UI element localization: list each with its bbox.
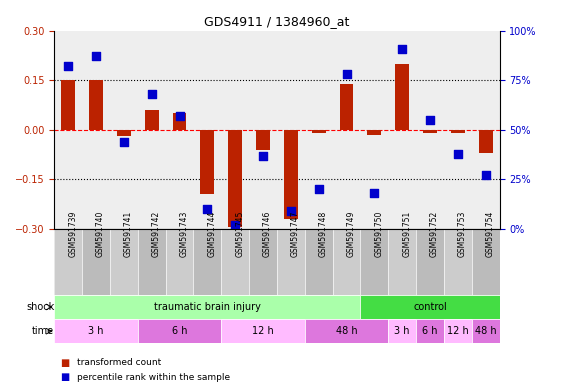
Bar (472, 229, 500, 295)
Bar (200, 130, 214, 194)
Bar (416, 319, 444, 343)
Bar (138, 319, 221, 343)
Bar (332, 229, 360, 295)
Text: 12 h: 12 h (252, 326, 274, 336)
Text: GSM591751: GSM591751 (402, 211, 411, 257)
Text: 6 h: 6 h (172, 326, 187, 336)
Point (147, 91, 156, 97)
Text: GSM591749: GSM591749 (347, 211, 356, 257)
Point (481, 172, 490, 179)
Bar (305, 229, 332, 295)
Bar (444, 319, 472, 343)
Bar (89, 80, 103, 130)
Bar (305, 319, 388, 343)
Bar (54, 295, 360, 319)
Text: GSM591753: GSM591753 (458, 211, 467, 257)
Point (397, 45, 407, 51)
Bar (61, 80, 75, 130)
Bar (367, 130, 381, 135)
Point (370, 190, 379, 196)
Bar (416, 229, 444, 295)
Text: GSM591743: GSM591743 (179, 211, 188, 257)
Text: GSM591741: GSM591741 (124, 211, 133, 257)
Text: GSM591754: GSM591754 (486, 211, 494, 257)
Point (63, 63, 73, 70)
Text: time: time (32, 326, 54, 336)
Bar (395, 64, 409, 130)
Text: ■: ■ (60, 358, 69, 368)
Point (342, 71, 351, 78)
Text: transformed count: transformed count (77, 358, 162, 367)
Text: 6 h: 6 h (423, 326, 438, 336)
Bar (388, 229, 416, 295)
Bar (221, 229, 249, 295)
Bar (172, 113, 187, 130)
Bar (340, 84, 353, 130)
Point (203, 206, 212, 212)
Bar (221, 319, 305, 343)
Bar (478, 130, 493, 153)
Text: 3 h: 3 h (395, 326, 410, 336)
Bar (249, 229, 277, 295)
Bar (444, 229, 472, 295)
Text: 3 h: 3 h (89, 326, 104, 336)
Text: GSM591750: GSM591750 (375, 211, 383, 257)
Text: GSM591747: GSM591747 (291, 211, 300, 257)
Text: traumatic brain injury: traumatic brain injury (154, 302, 261, 312)
Text: 48 h: 48 h (475, 326, 497, 336)
Bar (82, 229, 110, 295)
Bar (256, 130, 270, 150)
Bar (423, 130, 437, 133)
Bar (360, 229, 388, 295)
Point (425, 117, 435, 123)
Bar (194, 229, 221, 295)
Bar (138, 229, 166, 295)
Point (231, 222, 240, 228)
Bar (284, 130, 298, 219)
Title: GDS4911 / 1384960_at: GDS4911 / 1384960_at (204, 15, 349, 28)
Bar (54, 229, 82, 295)
Text: 12 h: 12 h (447, 326, 469, 336)
Point (175, 113, 184, 119)
Bar (228, 130, 242, 227)
Text: GSM591748: GSM591748 (319, 211, 328, 257)
Bar (277, 229, 305, 295)
Bar (166, 229, 194, 295)
Bar (360, 295, 500, 319)
Text: percentile rank within the sample: percentile rank within the sample (77, 372, 230, 382)
Text: GSM591742: GSM591742 (152, 211, 160, 257)
Point (453, 151, 463, 157)
Bar (54, 319, 138, 343)
Text: 48 h: 48 h (336, 326, 357, 336)
Bar (388, 319, 416, 343)
Bar (451, 130, 465, 133)
Bar (472, 319, 500, 343)
Bar (144, 110, 159, 130)
Bar (312, 130, 325, 133)
Point (314, 186, 323, 192)
Text: GSM591746: GSM591746 (263, 211, 272, 257)
Text: control: control (413, 302, 447, 312)
Text: GSM591745: GSM591745 (235, 211, 244, 257)
Point (286, 208, 295, 214)
Point (119, 139, 128, 145)
Point (259, 152, 268, 159)
Text: shock: shock (26, 302, 54, 312)
Bar (117, 130, 131, 136)
Text: GSM591744: GSM591744 (207, 211, 216, 257)
Text: GSM591739: GSM591739 (68, 211, 77, 257)
Text: GSM591752: GSM591752 (430, 211, 439, 257)
Point (91, 53, 100, 60)
Text: GSM591740: GSM591740 (96, 211, 105, 257)
Text: ■: ■ (60, 372, 69, 382)
Bar (110, 229, 138, 295)
